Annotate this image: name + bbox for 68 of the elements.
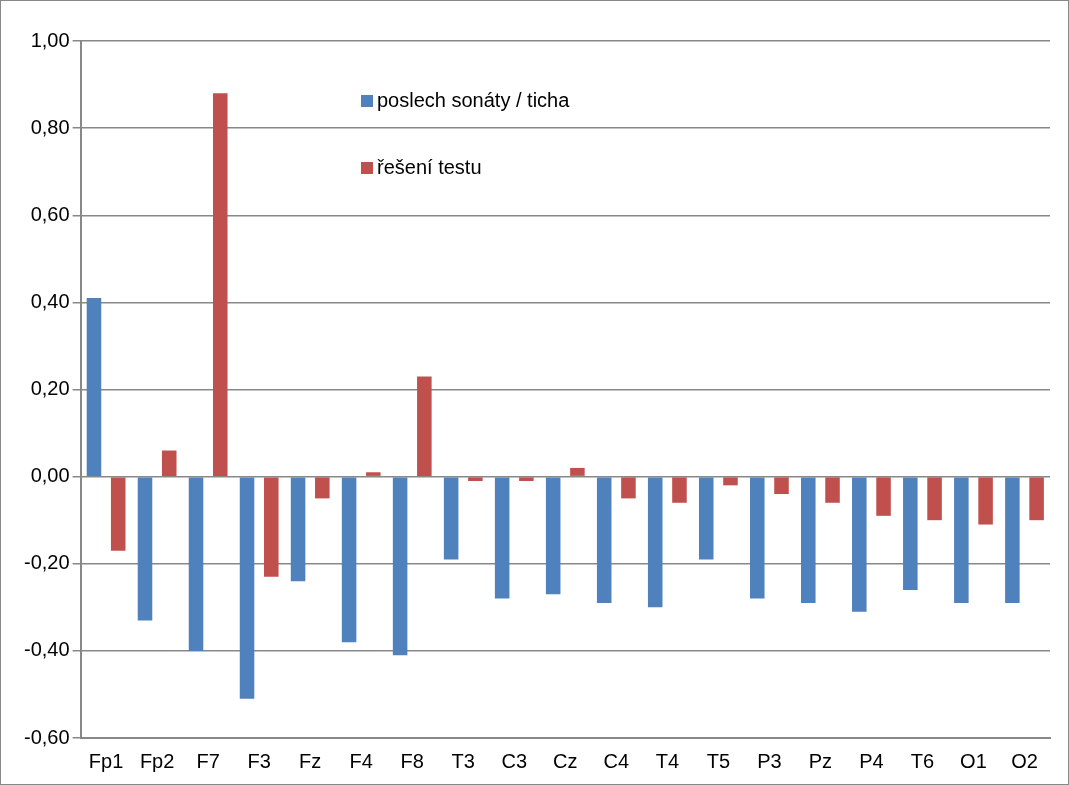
x-tick-label: O1 — [960, 749, 987, 772]
bar — [801, 477, 816, 603]
bar — [723, 477, 738, 486]
legend-label: řešení testu — [377, 156, 482, 179]
x-tick-label: T5 — [706, 749, 731, 772]
legend-label: poslech sonáty / ticha — [377, 89, 570, 112]
bar — [978, 477, 993, 525]
bar — [341, 477, 357, 643]
bar — [519, 477, 534, 481]
bar — [903, 477, 918, 590]
x-tick-label: T3 — [451, 749, 475, 772]
bar — [927, 477, 942, 521]
bar — [596, 477, 612, 603]
bar — [290, 477, 306, 582]
bar — [366, 472, 381, 476]
bar — [417, 376, 432, 476]
bar — [749, 477, 765, 599]
bar — [876, 477, 891, 516]
y-tick-label: 0,60 — [30, 202, 70, 225]
x-tick-label: Cz — [553, 749, 578, 772]
bar — [1005, 477, 1020, 603]
x-tick-label: Pz — [808, 749, 833, 772]
bar — [443, 477, 459, 560]
x-tick-label: F4 — [349, 749, 373, 772]
bar — [315, 477, 330, 499]
bar — [621, 477, 636, 499]
bar — [86, 298, 102, 476]
bar — [545, 477, 561, 595]
bar — [392, 477, 408, 656]
y-tick-label: 0,80 — [30, 115, 70, 138]
bar — [264, 477, 279, 577]
y-tick-label: 0,40 — [30, 289, 70, 312]
bar — [774, 477, 789, 495]
x-tick-label: P4 — [859, 749, 884, 772]
x-tick-label: F7 — [196, 749, 220, 772]
x-tick-label: Fp2 — [139, 749, 175, 772]
bar — [188, 477, 204, 651]
x-tick-label: T6 — [910, 749, 935, 772]
y-tick-label: -0,40 — [23, 638, 70, 661]
y-tick-label: 0,00 — [30, 464, 70, 487]
bar — [825, 477, 840, 503]
bar — [698, 477, 714, 560]
x-tick-label: Fp1 — [88, 749, 124, 772]
bar — [1029, 477, 1044, 521]
x-tick-label: F3 — [247, 749, 271, 772]
bar — [852, 477, 867, 612]
x-tick-label: Fz — [299, 749, 322, 772]
y-tick-label: -0,60 — [23, 725, 70, 748]
x-tick-label: C3 — [501, 749, 528, 772]
bar — [954, 477, 969, 603]
x-tick-label: P3 — [757, 749, 782, 772]
bar — [570, 467, 585, 476]
x-tick-label: O2 — [1011, 749, 1038, 772]
bar — [672, 477, 687, 503]
bar — [647, 477, 663, 608]
y-tick-label: 0,20 — [30, 377, 70, 400]
bar — [161, 450, 177, 476]
y-tick-label: 1,00 — [30, 28, 70, 51]
bar — [468, 477, 483, 481]
x-tick-label: C4 — [603, 749, 630, 772]
bar — [212, 93, 228, 476]
bar — [137, 477, 153, 621]
bar — [110, 477, 126, 551]
bar — [494, 477, 510, 599]
y-tick-label: -0,20 — [23, 551, 70, 574]
x-tick-label: T4 — [655, 749, 680, 772]
bar — [239, 477, 255, 699]
x-tick-label: F8 — [400, 749, 424, 772]
